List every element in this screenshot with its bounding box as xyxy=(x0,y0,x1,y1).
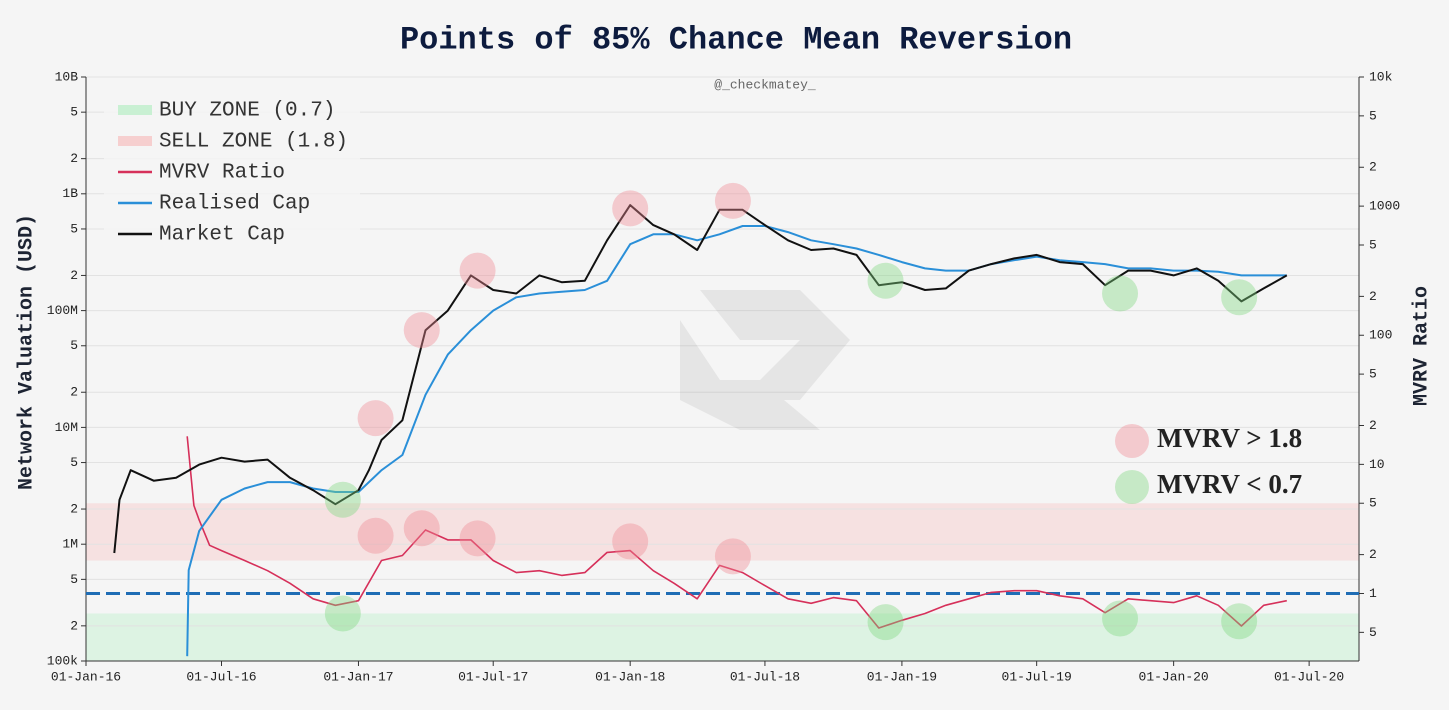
y-tick-label: 2 xyxy=(70,268,78,283)
y2-tick-label: 5 xyxy=(1369,237,1377,252)
signal-marker xyxy=(459,520,496,557)
y2-tick-label: 10 xyxy=(1369,457,1385,472)
legend: BUY ZONE (0.7) SELL ZONE (1.8) MVRV Ratio R… xyxy=(104,92,360,254)
x-tick-label: 01-Jan-18 xyxy=(595,669,665,684)
signal-marker xyxy=(459,252,496,289)
series-line xyxy=(186,436,1287,629)
signal-marker xyxy=(867,262,904,299)
x-tick-label: 01-Jan-16 xyxy=(51,669,121,684)
signal-marker xyxy=(1221,603,1258,640)
legend-label: SELL ZONE (1.8) xyxy=(159,131,348,154)
y2-tick-label: 2 xyxy=(1369,547,1377,562)
legend-label: BUY ZONE (0.7) xyxy=(159,100,335,123)
y-tick-label: 2 xyxy=(70,618,78,633)
annotation: MVRV > 1.8 xyxy=(1157,423,1302,453)
y2-tick-label: 1 xyxy=(1369,586,1377,601)
y-tick-label: 100k xyxy=(47,653,78,668)
zone xyxy=(86,503,1359,561)
zone xyxy=(86,613,1359,661)
annotation-marker xyxy=(1115,424,1149,458)
y2-tick-label: 5 xyxy=(1369,108,1377,123)
y2-tick-label: 1000 xyxy=(1369,199,1400,214)
legend-label: MVRV Ratio xyxy=(159,162,285,185)
y-tick-label: 2 xyxy=(70,151,78,166)
y-tick-label: 1B xyxy=(62,186,78,201)
y2-tick-label: 5 xyxy=(1369,496,1377,511)
signal-marker xyxy=(403,312,440,349)
signal-marker xyxy=(1221,279,1258,316)
y-tick-label: 1M xyxy=(62,537,78,552)
plot-area: 100k 2 5 1M 2 5 10M 2 5 100M 2 5 1B 2 5 10B 5 1 2 5 10 2 5 100 2… xyxy=(47,69,1400,684)
signal-marker xyxy=(357,517,394,554)
annotation-marker xyxy=(1115,470,1149,504)
signal-marker xyxy=(612,190,649,227)
y-tick-label: 5 xyxy=(70,221,78,236)
signal-marker xyxy=(403,510,440,547)
series-line xyxy=(186,225,1287,657)
x-tick-label: 01-Jul-16 xyxy=(186,669,256,684)
x-tick-label: 01-Jul-17 xyxy=(458,669,528,684)
subtitle: @_checkmatey_ xyxy=(714,77,816,92)
x-tick-label: 01-Jul-20 xyxy=(1274,669,1344,684)
y-tick-label: 2 xyxy=(70,501,78,516)
signal-marker xyxy=(714,182,751,219)
y2-tick-label: 2 xyxy=(1369,289,1377,304)
x-tick-label: 01-Jan-20 xyxy=(1139,669,1209,684)
y-tick-label: 5 xyxy=(70,105,78,120)
y-axis-label: Network Valuation (USD) xyxy=(15,214,38,490)
y2-tick-label: 100 xyxy=(1369,328,1392,343)
y2-tick-label: 5 xyxy=(1369,367,1377,382)
signal-marker xyxy=(867,604,904,641)
y2-tick-label: 2 xyxy=(1369,160,1377,175)
y-tick-label: 10M xyxy=(55,420,78,435)
x-tick-label: 01-Jan-17 xyxy=(323,669,393,684)
y2-axis-label: MVRV Ratio xyxy=(1410,286,1433,406)
annotation: MVRV < 0.7 xyxy=(1157,469,1302,499)
signal-marker xyxy=(1102,600,1139,637)
y2-tick-label: 5 xyxy=(1369,625,1377,640)
series-line xyxy=(113,204,1288,554)
y-tick-label: 10B xyxy=(55,69,79,84)
y-tick-label: 2 xyxy=(70,385,78,400)
watermark xyxy=(680,290,850,430)
y-tick-label: 100M xyxy=(47,303,78,318)
x-tick-label: 01-Jul-19 xyxy=(1002,669,1072,684)
signal-marker xyxy=(357,400,394,437)
y2-tick-label: 10k xyxy=(1369,69,1393,84)
y-tick-label: 5 xyxy=(70,338,78,353)
y-tick-label: 5 xyxy=(70,455,78,470)
signal-marker xyxy=(324,481,361,518)
signal-marker xyxy=(612,523,649,560)
signal-marker xyxy=(324,595,361,632)
chart-title: Points of 85% Chance Mean Reversion xyxy=(400,21,1072,58)
signal-marker xyxy=(714,538,751,575)
y2-tick-label: 2 xyxy=(1369,418,1377,433)
signal-marker xyxy=(1102,275,1139,312)
x-tick-label: 01-Jul-18 xyxy=(730,669,800,684)
y-tick-label: 5 xyxy=(70,572,78,587)
x-tick-label: 01-Jan-19 xyxy=(867,669,937,684)
legend-label: Realised Cap xyxy=(159,193,310,216)
legend-label: Market Cap xyxy=(159,224,285,247)
